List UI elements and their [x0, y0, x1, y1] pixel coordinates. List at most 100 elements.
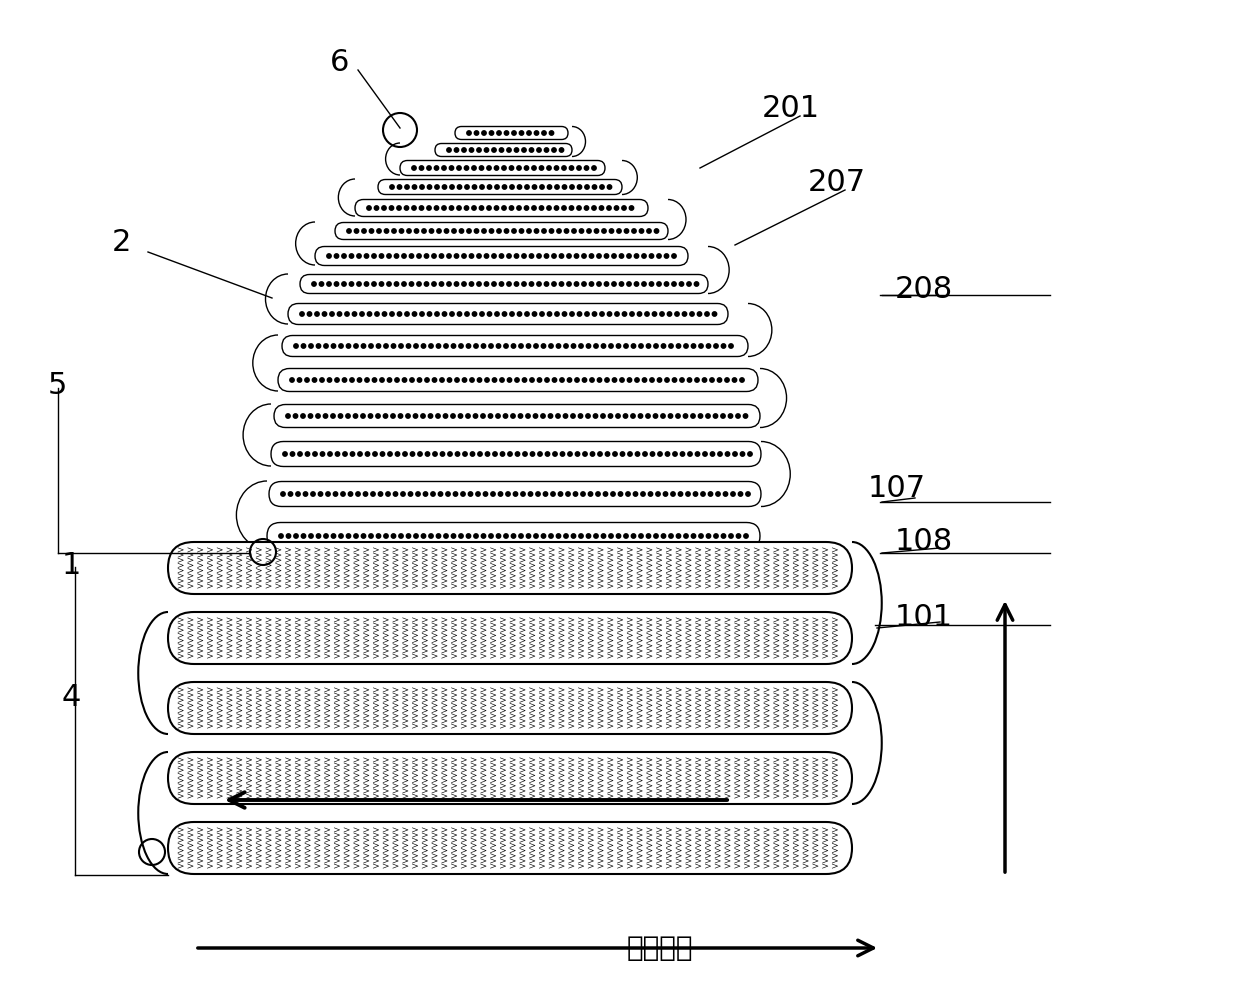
Circle shape [485, 253, 489, 258]
Circle shape [407, 229, 412, 234]
Circle shape [379, 253, 383, 258]
Circle shape [594, 343, 598, 348]
Circle shape [394, 253, 399, 258]
Circle shape [379, 281, 383, 286]
Circle shape [368, 534, 373, 538]
Circle shape [646, 414, 650, 418]
FancyBboxPatch shape [278, 368, 758, 391]
Circle shape [544, 253, 549, 258]
Circle shape [594, 229, 599, 234]
Circle shape [347, 229, 351, 234]
Circle shape [537, 281, 541, 286]
Circle shape [723, 492, 728, 496]
Circle shape [645, 311, 650, 316]
Circle shape [454, 492, 458, 496]
Circle shape [420, 185, 424, 190]
Circle shape [598, 378, 601, 382]
Circle shape [715, 492, 720, 496]
Circle shape [539, 311, 544, 316]
Circle shape [355, 229, 358, 234]
Circle shape [311, 492, 315, 496]
Circle shape [696, 452, 699, 456]
Circle shape [604, 492, 608, 496]
Circle shape [537, 253, 541, 258]
Circle shape [676, 414, 681, 418]
Circle shape [527, 131, 531, 135]
Circle shape [341, 492, 345, 496]
Circle shape [308, 311, 311, 316]
Circle shape [399, 343, 403, 348]
Circle shape [353, 343, 358, 348]
Text: 6: 6 [330, 48, 350, 77]
Circle shape [378, 492, 383, 496]
Circle shape [408, 492, 413, 496]
Circle shape [559, 148, 564, 153]
Circle shape [485, 281, 489, 286]
FancyBboxPatch shape [300, 274, 708, 293]
Circle shape [537, 148, 541, 153]
Circle shape [444, 229, 449, 234]
Circle shape [446, 492, 450, 496]
Circle shape [365, 253, 368, 258]
Circle shape [652, 311, 657, 316]
Circle shape [546, 452, 549, 456]
Circle shape [361, 534, 366, 538]
Circle shape [661, 534, 666, 538]
Circle shape [294, 343, 298, 348]
Circle shape [495, 311, 500, 316]
Circle shape [469, 281, 474, 286]
Circle shape [379, 378, 384, 382]
Circle shape [335, 253, 339, 258]
Circle shape [484, 492, 487, 496]
Circle shape [474, 343, 479, 348]
Circle shape [427, 166, 432, 171]
Circle shape [413, 414, 418, 418]
Circle shape [697, 311, 702, 316]
Circle shape [572, 343, 575, 348]
Circle shape [345, 311, 350, 316]
Circle shape [720, 414, 725, 418]
Circle shape [477, 378, 481, 382]
Circle shape [439, 253, 444, 258]
Circle shape [374, 311, 379, 316]
Circle shape [640, 229, 644, 234]
Circle shape [529, 148, 533, 153]
Circle shape [335, 452, 340, 456]
Circle shape [387, 281, 391, 286]
Circle shape [591, 206, 596, 211]
Circle shape [502, 311, 507, 316]
Circle shape [646, 534, 651, 538]
Circle shape [414, 229, 419, 234]
Circle shape [477, 452, 482, 456]
Circle shape [589, 281, 594, 286]
Circle shape [579, 534, 583, 538]
Circle shape [461, 253, 466, 258]
Circle shape [529, 281, 533, 286]
Circle shape [432, 253, 436, 258]
Circle shape [290, 452, 295, 456]
Circle shape [353, 534, 358, 538]
Circle shape [294, 534, 298, 538]
Circle shape [429, 229, 434, 234]
Circle shape [505, 131, 508, 135]
Circle shape [298, 452, 303, 456]
Circle shape [675, 311, 680, 316]
Circle shape [630, 311, 634, 316]
Circle shape [532, 206, 536, 211]
Circle shape [543, 492, 548, 496]
FancyBboxPatch shape [355, 200, 649, 217]
Circle shape [481, 343, 486, 348]
Circle shape [500, 281, 503, 286]
Circle shape [580, 492, 585, 496]
Circle shape [466, 229, 471, 234]
Circle shape [595, 492, 600, 496]
Circle shape [613, 378, 616, 382]
Circle shape [392, 229, 397, 234]
Circle shape [451, 229, 456, 234]
Circle shape [650, 452, 655, 456]
Circle shape [386, 492, 391, 496]
Circle shape [619, 492, 622, 496]
Circle shape [474, 131, 479, 135]
Circle shape [451, 343, 456, 348]
Circle shape [563, 414, 568, 418]
